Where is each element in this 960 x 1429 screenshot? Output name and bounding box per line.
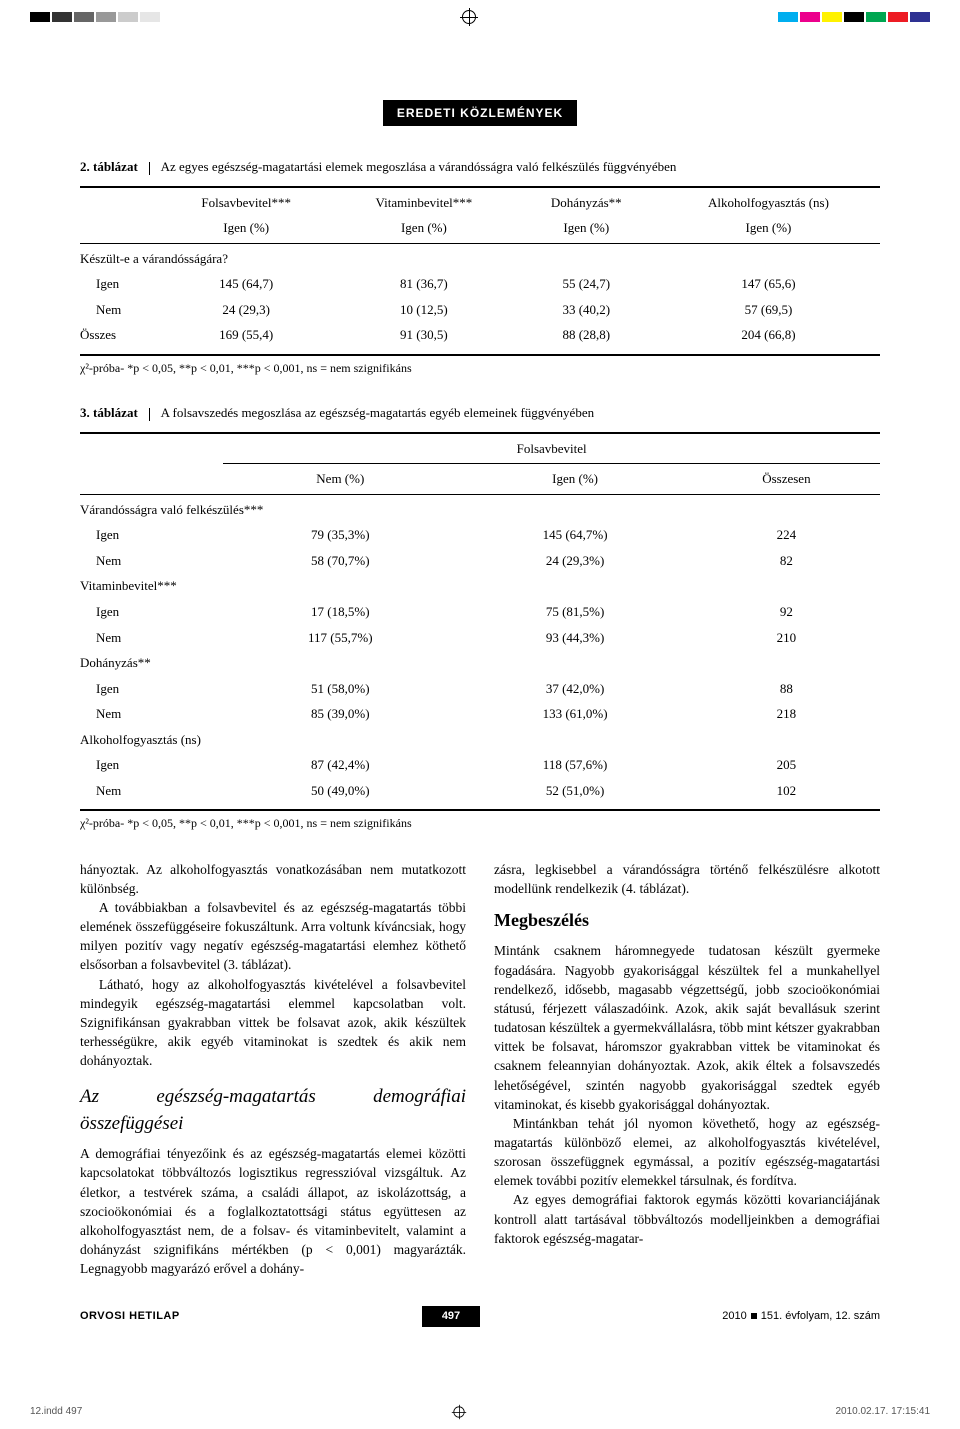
table2-cell: 10 (12,5) xyxy=(332,297,516,323)
table3-cell: 79 (35,3%) xyxy=(223,522,457,548)
table3-cell: 87 (42,4%) xyxy=(223,752,457,778)
body-para: zásra, legkisebbel a várandósságra törté… xyxy=(494,860,880,898)
table3-col: Összesen xyxy=(693,466,880,492)
table2-cell: 88 (28,8) xyxy=(516,322,657,348)
table3-cell: 52 (51,0%) xyxy=(457,778,692,804)
table3-row-label: Igen xyxy=(80,676,223,702)
table3-cell: 92 xyxy=(693,599,880,625)
journal-name: ORVOSI HETILAP xyxy=(80,1309,180,1324)
table3-col: Nem (%) xyxy=(223,466,457,492)
table3-cell: 118 (57,6%) xyxy=(457,752,692,778)
table2: Folsavbevitel***Vitaminbevitel***Dohányz… xyxy=(80,190,880,348)
section-heading: Megbeszélés xyxy=(494,908,880,934)
body-para: Mintánkban tehát jól nyomon követhető, h… xyxy=(494,1114,880,1191)
print-slug: 12.indd 497 2010.02.17. 17:15:41 xyxy=(0,1387,960,1429)
table3-row-label: Igen xyxy=(80,599,223,625)
table3-row-label: Igen xyxy=(80,522,223,548)
table3-row-label: Nem xyxy=(80,778,223,804)
table2-cell: 57 (69,5) xyxy=(657,297,880,323)
page-footer: ORVOSI HETILAP 497 2010151. évfolyam, 12… xyxy=(80,1306,880,1327)
section-header: EREDETI KÖZLEMÉNYEK xyxy=(383,100,577,126)
table2-row-label: Igen xyxy=(80,271,160,297)
table2-cell: 55 (24,7) xyxy=(516,271,657,297)
table3-cell: 210 xyxy=(693,625,880,651)
table3-caption-text: A folsavszedés megoszlása az egészség-ma… xyxy=(161,405,595,420)
table3-row-label: Igen xyxy=(80,752,223,778)
table3-cell: 51 (58,0%) xyxy=(223,676,457,702)
table3-cell: 102 xyxy=(693,778,880,804)
table3: Folsavbevitel Nem (%)Igen (%)Összesen Vár… xyxy=(80,436,880,804)
table3-col: Igen (%) xyxy=(457,466,692,492)
table2-cell: 169 (55,4) xyxy=(160,322,332,348)
table2-cell: 147 (65,6) xyxy=(657,271,880,297)
table3-group: Alkoholfogyasztás (ns) xyxy=(80,727,880,753)
table3-cell: 224 xyxy=(693,522,880,548)
article-body: hányoztak. Az alkoholfogyasztás vonatkoz… xyxy=(80,860,880,1279)
subsection-heading: Az egészség-magatartás demográfiai össze… xyxy=(80,1084,466,1138)
table3-cell: 85 (39,0%) xyxy=(223,701,457,727)
table2-cell: 81 (36,7) xyxy=(332,271,516,297)
table2-caption: 2. táblázat Az egyes egészség-magatartás… xyxy=(80,158,880,176)
body-para: Látható, hogy az alkoholfogyasztás kivét… xyxy=(80,975,466,1071)
table3-cell: 24 (29,3%) xyxy=(457,548,692,574)
table2-subcol: Igen (%) xyxy=(516,215,657,241)
table2-subcol: Igen (%) xyxy=(657,215,880,241)
table3-group: Vitaminbevitel*** xyxy=(80,573,880,599)
table2-col: Dohányzás** xyxy=(516,190,657,216)
table3-cell: 75 (81,5%) xyxy=(457,599,692,625)
table3-cell: 50 (49,0%) xyxy=(223,778,457,804)
table3-group: Várandósságra való felkészülés*** xyxy=(80,497,880,523)
table2-cell: 24 (29,3) xyxy=(160,297,332,323)
table3-cell: 93 (44,3%) xyxy=(457,625,692,651)
table2-cell: 145 (64,7) xyxy=(160,271,332,297)
body-para: A demográfiai tényezőink és az egészség-… xyxy=(80,1144,466,1278)
table2-col: Alkoholfogyasztás (ns) xyxy=(657,190,880,216)
page-number: 497 xyxy=(422,1306,480,1327)
table2-number: 2. táblázat xyxy=(80,159,138,174)
table2-subcol: Igen (%) xyxy=(332,215,516,241)
table3-row-label: Nem xyxy=(80,548,223,574)
table2-col: Folsavbevitel*** xyxy=(160,190,332,216)
table3-group: Dohányzás** xyxy=(80,650,880,676)
table3-cell: 17 (18,5%) xyxy=(223,599,457,625)
table2-row-label: Összes xyxy=(80,322,160,348)
table3-cell: 133 (61,0%) xyxy=(457,701,692,727)
table3-row-label: Nem xyxy=(80,701,223,727)
table2-row-label: Nem xyxy=(80,297,160,323)
table2-col: Vitaminbevitel*** xyxy=(332,190,516,216)
table3-cell: 37 (42,0%) xyxy=(457,676,692,702)
issue-info: 2010151. évfolyam, 12. szám xyxy=(722,1309,880,1324)
body-para: A továbbiakban a folsavbevitel és az egé… xyxy=(80,898,466,975)
table3-cell: 82 xyxy=(693,548,880,574)
table3-cell: 117 (55,7%) xyxy=(223,625,457,651)
table3-cell: 58 (70,7%) xyxy=(223,548,457,574)
table3-cell: 88 xyxy=(693,676,880,702)
table2-cell: 204 (66,8) xyxy=(657,322,880,348)
table2-footnote: χ²-próba- *p < 0,05, **p < 0,01, ***p < … xyxy=(80,360,880,376)
table3-cell: 205 xyxy=(693,752,880,778)
table2-cell: 91 (30,5) xyxy=(332,322,516,348)
table3-row-label: Nem xyxy=(80,625,223,651)
print-slug-right: 2010.02.17. 17:15:41 xyxy=(835,1405,930,1419)
table2-cell: 33 (40,2) xyxy=(516,297,657,323)
print-slug-left: 12.indd 497 xyxy=(30,1405,82,1419)
table3-cell: 218 xyxy=(693,701,880,727)
table3-footnote: χ²-próba- *p < 0,05, **p < 0,01, ***p < … xyxy=(80,815,880,831)
body-para: Mintánk csaknem háromnegyede tudatosan k… xyxy=(494,941,880,1113)
body-para: Az egyes demográfiai faktorok egymás köz… xyxy=(494,1190,880,1247)
table2-caption-text: Az egyes egészség-magatartási elemek meg… xyxy=(161,159,677,174)
table3-cell: 145 (64,7%) xyxy=(457,522,692,548)
table3-spanner: Folsavbevitel xyxy=(223,436,880,462)
table2-group: Készült-e a várandósságára? xyxy=(80,246,880,272)
table3-caption: 3. táblázat A folsavszedés megoszlása az… xyxy=(80,404,880,422)
registration-target-icon xyxy=(453,1407,464,1418)
body-para: hányoztak. Az alkoholfogyasztás vonatkoz… xyxy=(80,860,466,898)
table3-number: 3. táblázat xyxy=(80,405,138,420)
table2-subcol: Igen (%) xyxy=(160,215,332,241)
